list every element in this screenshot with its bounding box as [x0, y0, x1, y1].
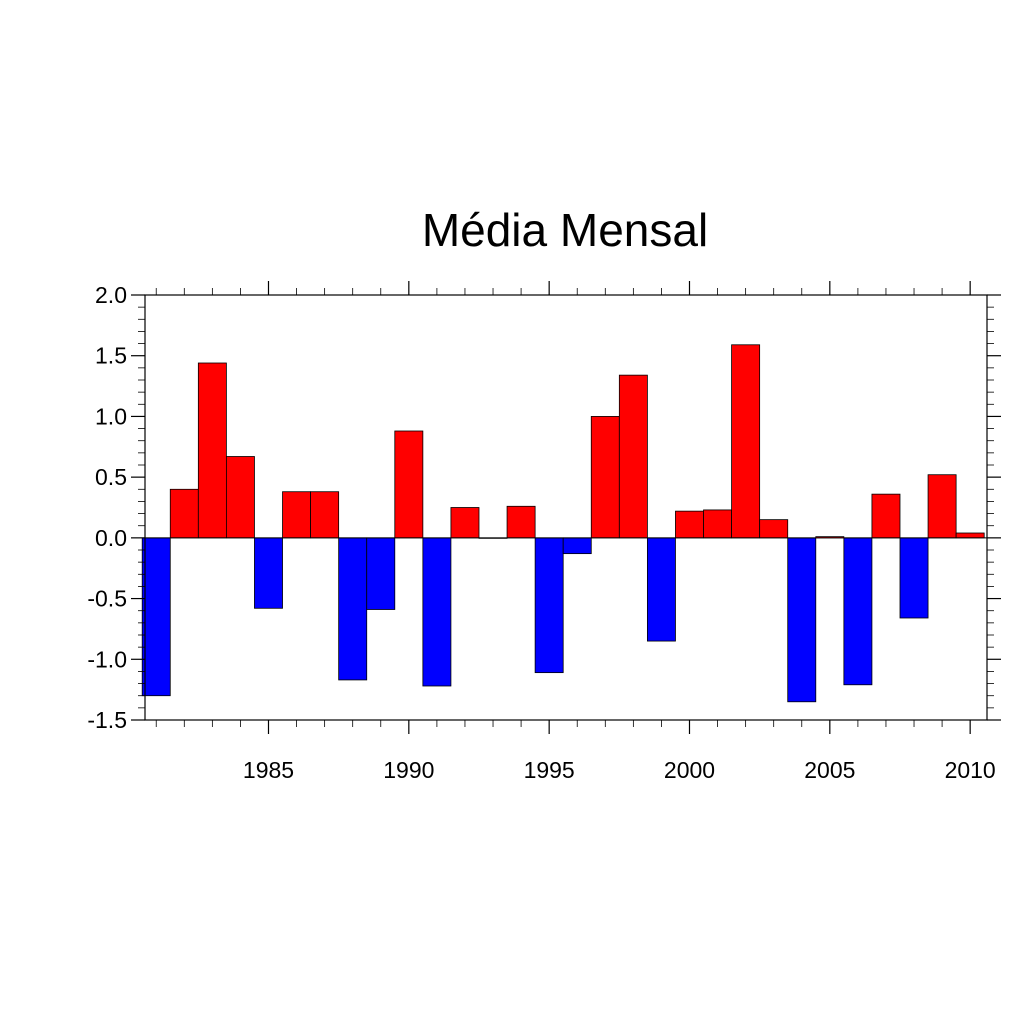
bar-1989 [366, 537, 396, 610]
chart-title: Média Mensal [422, 204, 708, 256]
bar-2007 [871, 493, 901, 539]
x-tick-label: 1985 [243, 757, 294, 783]
bar-1982 [169, 488, 199, 539]
y-tick-label: 0.5 [95, 464, 127, 490]
bar-2008 [899, 537, 929, 619]
bar-1988 [338, 537, 368, 681]
bar-1984 [225, 456, 255, 539]
y-tick-label: 1.0 [95, 403, 127, 429]
bar-2004 [787, 537, 817, 703]
bar-1998 [618, 374, 648, 539]
bar-2006 [843, 537, 873, 686]
bar-1999 [646, 537, 676, 642]
y-tick-label: -1.5 [87, 707, 127, 733]
bar-1981 [141, 537, 171, 697]
bar-2010 [955, 532, 985, 539]
bar-2002 [731, 344, 761, 539]
bar-1992 [450, 507, 480, 539]
bars-group [141, 344, 985, 703]
bar-1994 [506, 505, 536, 539]
bar-1991 [422, 537, 452, 687]
x-tick-label: 2000 [664, 757, 715, 783]
y-tick-label: -1.0 [87, 646, 127, 672]
bar-1995 [534, 537, 564, 674]
y-tick-label: 1.5 [95, 343, 127, 369]
bar-1997 [590, 416, 620, 539]
bar-1990 [394, 430, 424, 539]
bar-1987 [310, 491, 340, 539]
x-tick-label: 2005 [804, 757, 855, 783]
bar-1983 [197, 362, 227, 539]
bar-2003 [759, 519, 789, 539]
bar-1985 [254, 537, 283, 609]
y-tick-label: -0.5 [87, 586, 127, 612]
axes-group: -1.5 -1.0 -0.5 0.0 0.5 1.0 1.5 2.0 1985 1990 1995 2… [87, 281, 1001, 783]
y-tick-label: 0.0 [95, 525, 127, 551]
bar-1986 [282, 491, 311, 539]
bar-2009 [927, 474, 957, 539]
x-tick-label: 1995 [524, 757, 575, 783]
bar-2001 [703, 509, 732, 539]
x-tick-label: 1990 [383, 757, 434, 783]
bar-1996 [562, 537, 592, 555]
bar-2000 [675, 510, 704, 539]
y-tick-label: 2.0 [95, 282, 127, 308]
plot-frame [144, 294, 988, 721]
x-tick-label: 2010 [945, 757, 996, 783]
